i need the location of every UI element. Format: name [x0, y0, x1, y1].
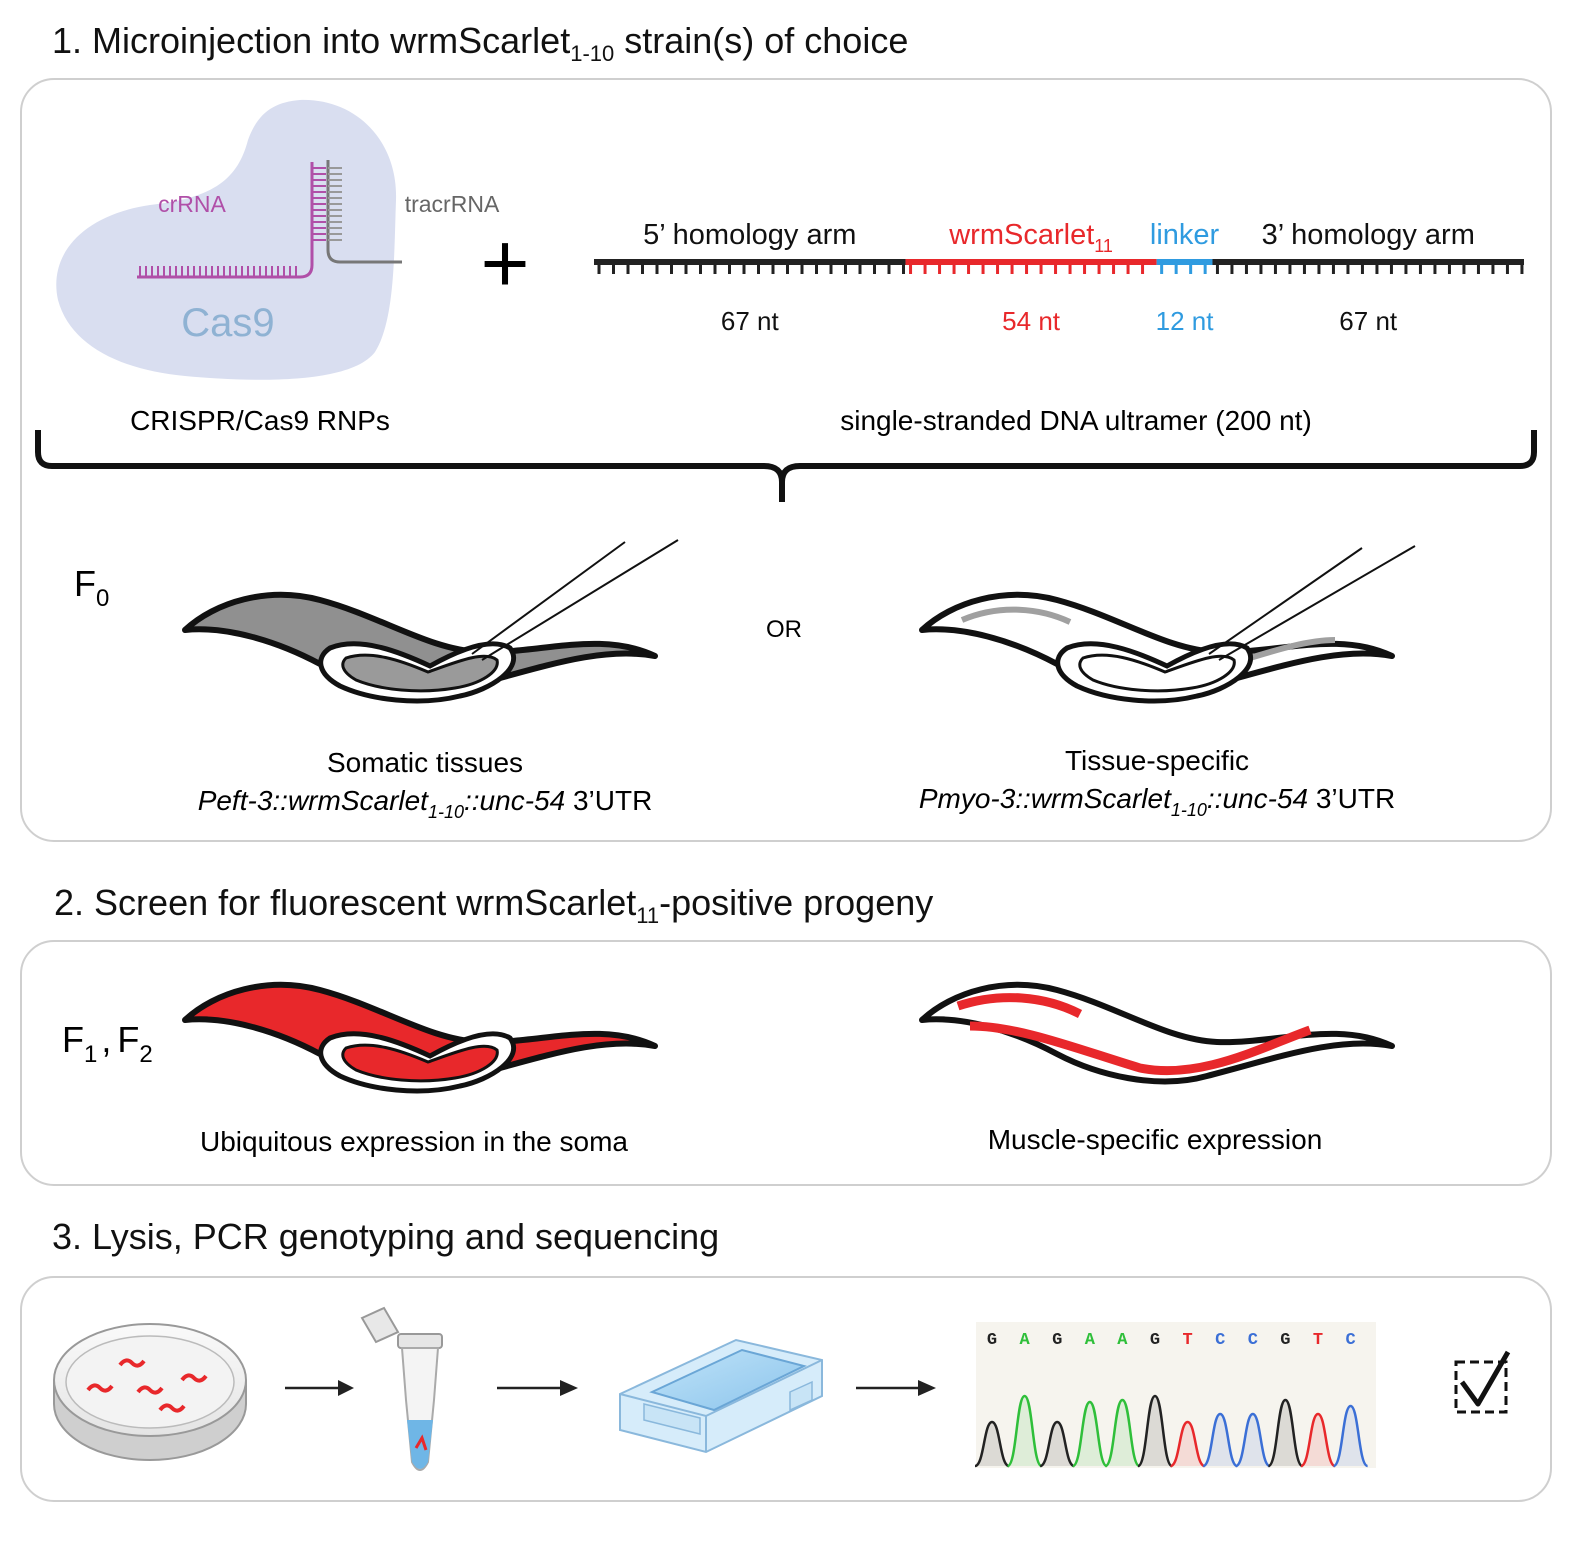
panel-screen — [20, 940, 1552, 1186]
ultramer-segment-label-0: 5’ homology arm — [643, 219, 856, 251]
worm-f0-tissue-specific — [919, 545, 1416, 704]
f1-f2-generation-label: F1, F2 — [62, 1019, 153, 1068]
ultramer-segment-label-3: 3’ homology arm — [1262, 219, 1475, 251]
crrna-label: crRNA — [158, 191, 226, 217]
base-call-0: G — [987, 1331, 997, 1350]
ultramer-segment-length-2: 12 nt — [1156, 306, 1215, 336]
trace-peak-8 — [1235, 1412, 1271, 1468]
worm-f1-ubiquitous — [182, 981, 658, 1094]
base-call-11: C — [1345, 1331, 1355, 1350]
ultramer-segment-2: linker 12 nt — [1150, 219, 1220, 336]
ultramer-segment-label-2: linker — [1150, 219, 1220, 251]
base-call-3: A — [1085, 1331, 1096, 1350]
f0-left-line1: Somatic tissues — [327, 747, 523, 778]
base-call-10: T — [1313, 1331, 1323, 1350]
ultramer-segment-0: 5’ homology arm 67 nt — [594, 219, 906, 336]
worm-f1-muscle — [919, 981, 1395, 1085]
trace-peak-1 — [1006, 1394, 1043, 1468]
arrow-3 — [856, 1380, 936, 1396]
f0-generation-label: F0 — [74, 563, 109, 612]
petri-dish-icon — [53, 1323, 247, 1461]
ultramer-segment-label-1: wrmScarlet11 — [948, 219, 1113, 256]
panel-microinjection — [20, 78, 1552, 842]
or-label: OR — [766, 616, 802, 643]
ultramer-segment-length-3: 67 nt — [1339, 306, 1398, 336]
worm-f0-somatic — [182, 539, 679, 704]
checkbox-icon — [1454, 1350, 1511, 1414]
trace-peak-11 — [1332, 1404, 1369, 1468]
trace-peak-0 — [974, 1420, 1010, 1468]
base-call-5: G — [1150, 1331, 1160, 1350]
pcr-tube-icon — [360, 1306, 443, 1471]
f0-right-genotype: Pmyo-3::wrmScarlet1-10::unc-54 3’UTR — [919, 783, 1395, 820]
base-call-4: A — [1117, 1331, 1128, 1350]
arrow-1 — [285, 1380, 354, 1396]
trace-peak-3 — [1071, 1400, 1109, 1468]
trace-peak-9 — [1267, 1398, 1304, 1468]
ultramer-segment-length-0: 67 nt — [721, 306, 780, 336]
gel-electrophoresis-icon — [619, 1338, 823, 1454]
trace-peak-6 — [1169, 1420, 1206, 1468]
rnp-caption: CRISPR/Cas9 RNPs — [130, 405, 390, 436]
tracrrna-label: tracrRNA — [405, 191, 500, 217]
ultramer-caption: single-stranded DNA ultramer (200 nt) — [840, 405, 1312, 436]
panel-genotyping — [20, 1276, 1552, 1502]
section-2-title: 2. Screen for fluorescent wrmScarlet11-p… — [54, 882, 934, 929]
ultramer-segment-3: 3’ homology arm 67 nt — [1212, 219, 1524, 336]
base-call-7: C — [1215, 1331, 1225, 1350]
f0-left-genotype: Peft-3::wrmScarlet1-10::unc-54 3’UTR — [198, 785, 653, 822]
trace-peak-7 — [1202, 1412, 1238, 1468]
trace-peak-4 — [1104, 1398, 1141, 1468]
trace-peak-10 — [1300, 1412, 1336, 1468]
base-call-2: G — [1052, 1331, 1062, 1350]
plus-sign: + — [480, 216, 529, 310]
ultramer-segment-length-1: 54 nt — [1002, 306, 1061, 336]
brace — [35, 430, 1537, 502]
cas9-label: Cas9 — [181, 301, 274, 345]
ultramer-segment-1: wrmScarlet11 54 nt — [905, 219, 1157, 336]
trace-peak-2 — [1039, 1420, 1075, 1468]
base-call-9: G — [1280, 1331, 1290, 1350]
section-1-title: 1. Microinjection into wrmScarlet1-10 st… — [52, 20, 909, 67]
ultramer: 5’ homology arm 67 nt wrmScarlet11 54 nt lin… — [594, 219, 1524, 336]
base-call-6: T — [1182, 1331, 1192, 1350]
section-3-title: 3. Lysis, PCR genotyping and sequencing — [52, 1216, 720, 1257]
base-call-1: A — [1019, 1331, 1030, 1350]
f1-left-caption: Ubiquitous expression in the soma — [200, 1126, 628, 1157]
arrow-2 — [497, 1380, 578, 1396]
f1-right-caption: Muscle-specific expression — [988, 1124, 1323, 1155]
cas9-rnp: Cas9 crRNA tracrRNA — [56, 99, 500, 380]
base-call-8: C — [1248, 1331, 1258, 1350]
trace-peak-5 — [1136, 1394, 1174, 1468]
f0-right-line1: Tissue-specific — [1065, 745, 1249, 776]
